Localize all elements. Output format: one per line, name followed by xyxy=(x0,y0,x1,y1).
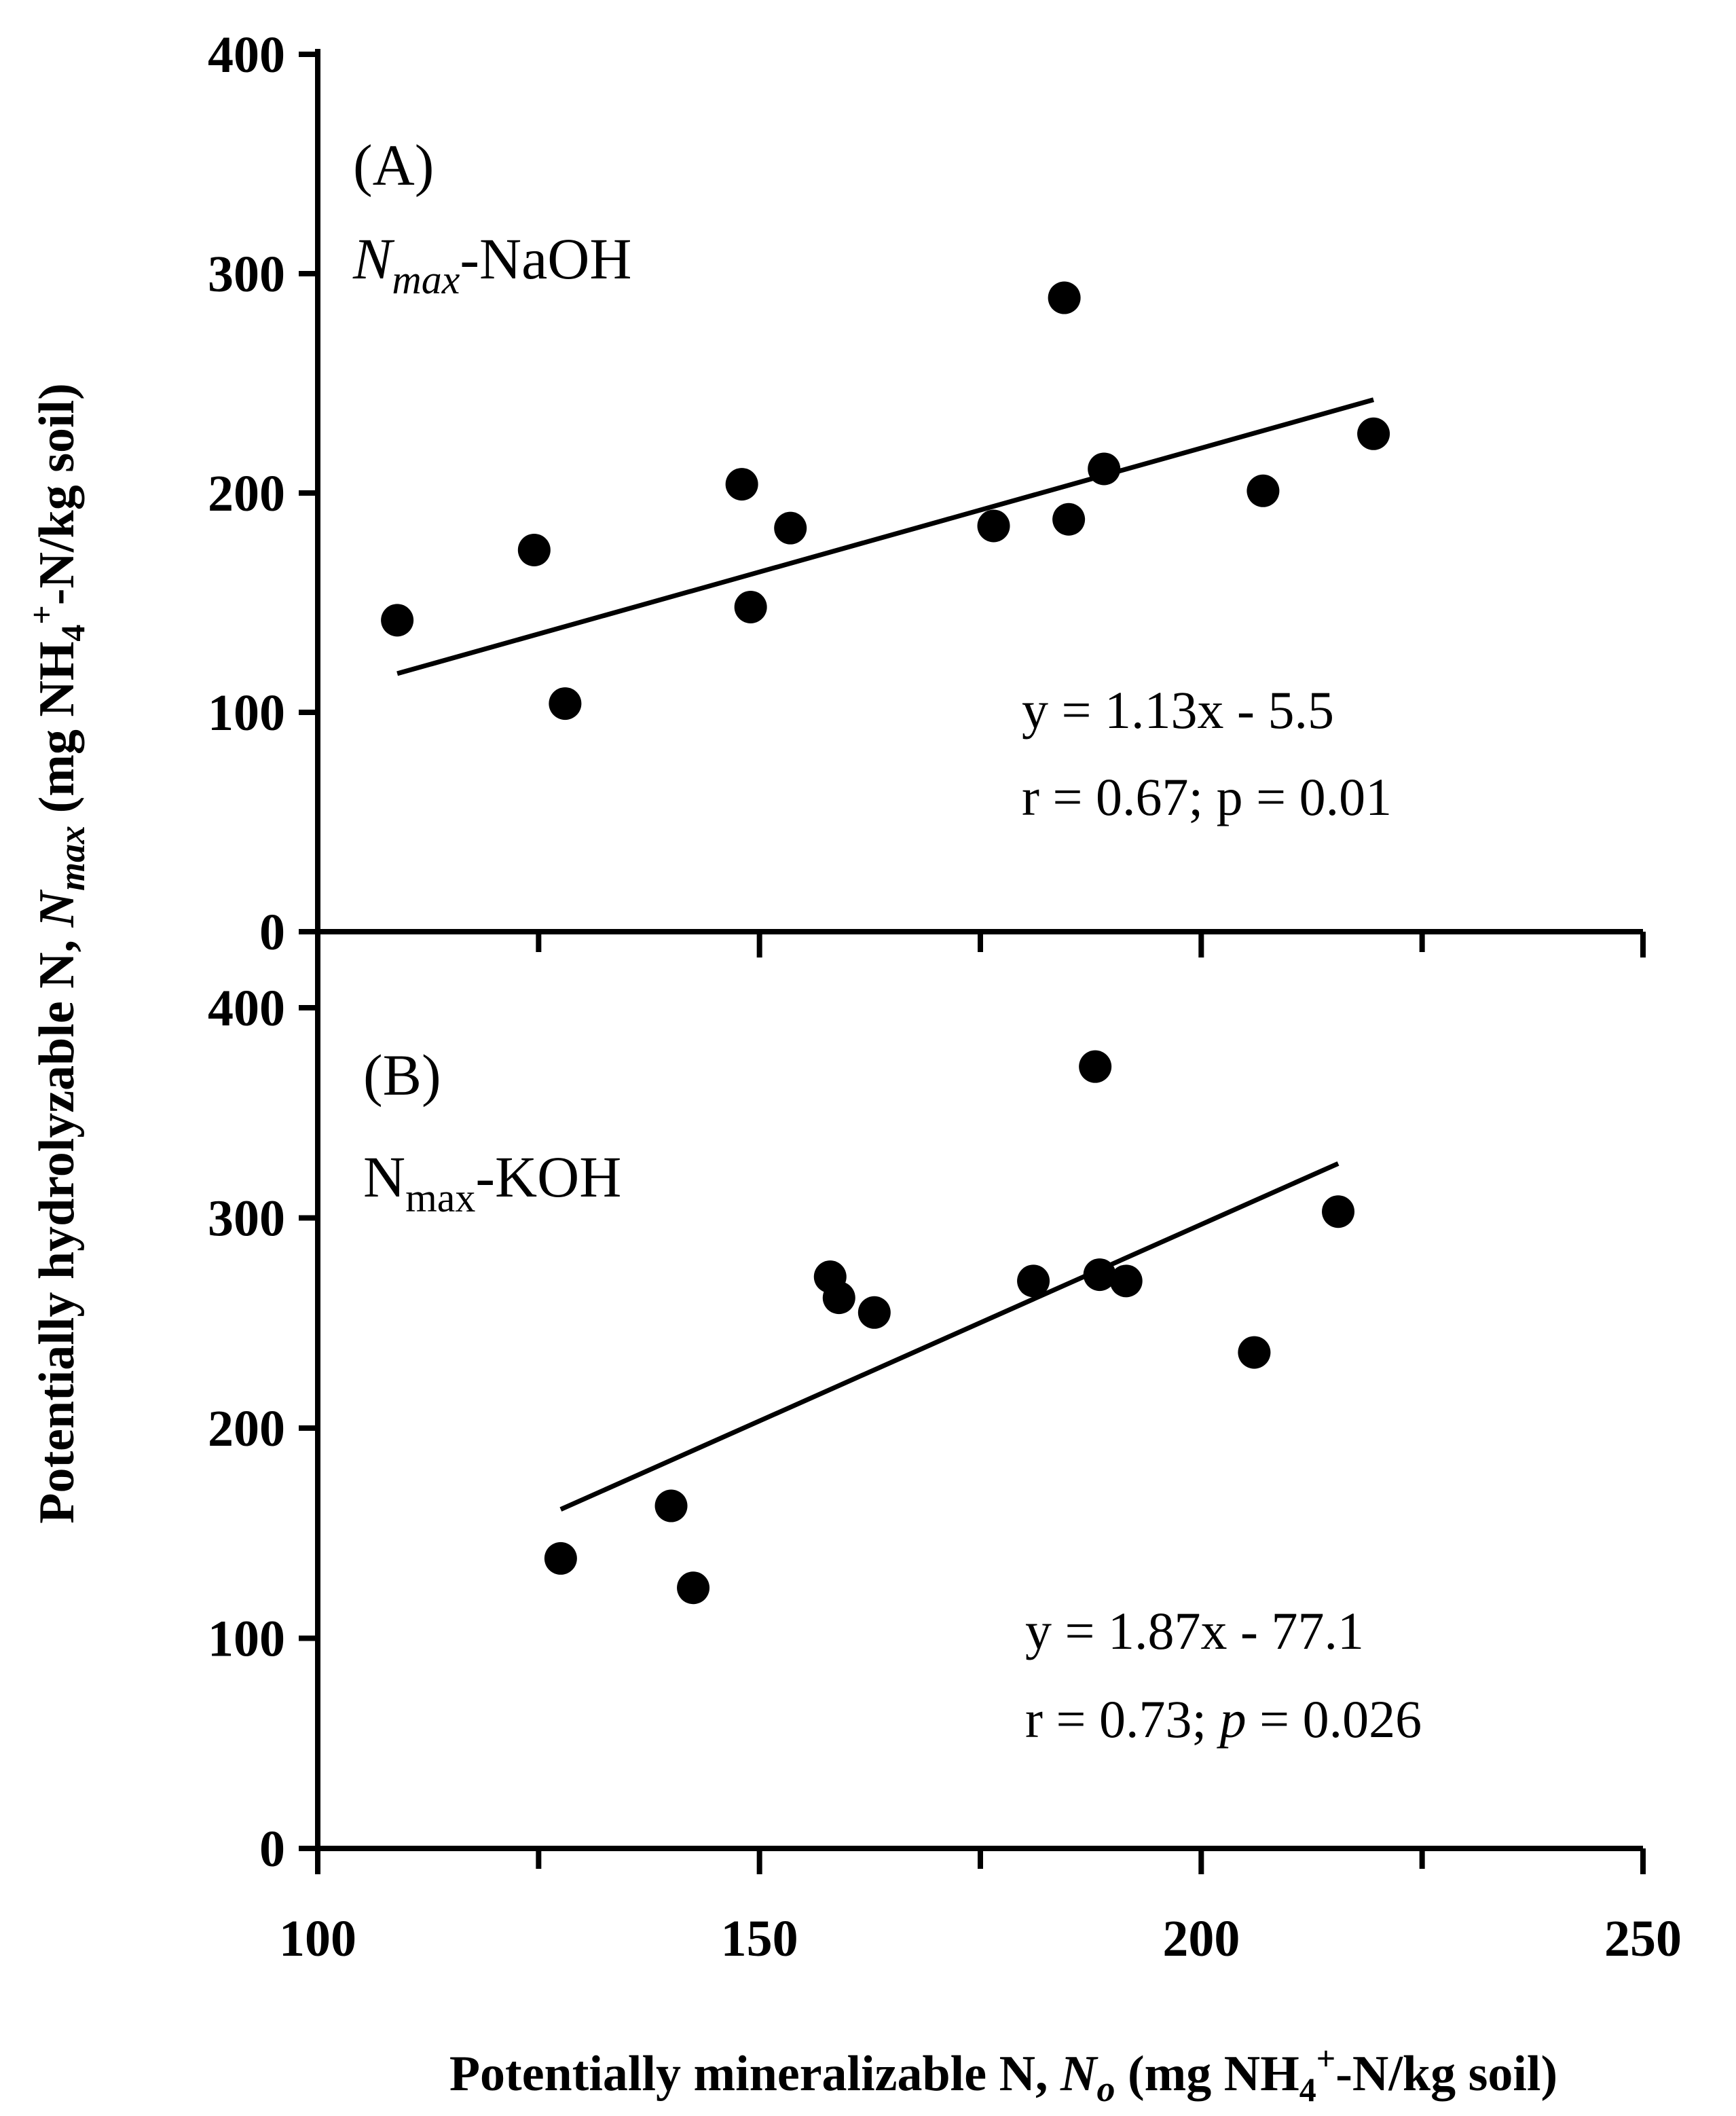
panel-a-y-tick-label: 200 xyxy=(208,465,285,522)
panel-b-points xyxy=(544,1050,1355,1605)
panel-a-data-point xyxy=(549,687,582,720)
panel-b-series-label: Nmax-KOH xyxy=(363,1144,621,1220)
panel-b-y-ticks: 0 100 200 300 400 xyxy=(208,980,318,1878)
y-title-part-6: + xyxy=(22,605,60,625)
panel-b-data-point xyxy=(677,1571,710,1605)
y-title-part-2: N xyxy=(29,889,85,928)
x-axis-title: Potentially mineralizable N, No (mg NH4+… xyxy=(449,2039,1557,2109)
panel-a-y-tick-label: 100 xyxy=(208,685,285,742)
panel-a-p-symbol: p xyxy=(1217,767,1243,826)
panel-b-p-symbol: p xyxy=(1217,1690,1246,1749)
x-tick-label: 200 xyxy=(1162,1910,1240,1967)
panel-a-data-point xyxy=(1088,452,1121,486)
panel-a-x-ticks xyxy=(315,932,1646,957)
panel-b-fit-line xyxy=(559,1161,1340,1512)
panel-a-label: (A) xyxy=(353,132,434,198)
panel-b-equation: y = 1.87x - 77.1 xyxy=(1025,1601,1364,1660)
panel-b-series-suffix: -KOH xyxy=(475,1144,621,1209)
panel-a-y-tick-label: 0 xyxy=(259,904,285,961)
panel-a-r-text: r = 0.67; xyxy=(1022,767,1217,826)
x-tick-labels: 100 150 200 250 xyxy=(279,1910,1682,1967)
panel-b-label: (B) xyxy=(363,1042,441,1108)
panel-b-y-tick-label: 0 xyxy=(259,1821,285,1878)
panel-b-y-tick-label: 400 xyxy=(208,980,285,1037)
panel-b-data-point xyxy=(822,1281,855,1315)
panel-b-stats: r = 0.73; p = 0.026 xyxy=(1025,1690,1422,1749)
panel-b-data-point xyxy=(1083,1258,1116,1292)
panel-b-y-tick-label: 200 xyxy=(208,1400,285,1457)
panel-a-data-point xyxy=(1357,417,1390,450)
x-title-part-6: + xyxy=(1316,2039,1336,2077)
x-tick-label: 250 xyxy=(1604,1910,1682,1967)
panel-a-points xyxy=(381,281,1390,720)
panel-b-data-point xyxy=(1079,1050,1112,1083)
panel-a-series-main: N xyxy=(352,226,395,291)
panel-a-series-label: Nmax-NaOH xyxy=(352,226,631,302)
x-title-part-7: -N/kg soil) xyxy=(1335,2046,1557,2102)
panel-b-data-point xyxy=(654,1489,688,1522)
x-title-part-3: o xyxy=(1096,2068,1115,2109)
panel-a-data-point xyxy=(517,533,551,566)
panel-a-y-ticks: 0 100 200 300 400 xyxy=(208,26,318,961)
panel-b-r-text: r = 0.73; xyxy=(1025,1690,1220,1749)
panel-a-data-point xyxy=(381,604,414,637)
panel-a-data-point xyxy=(1246,474,1280,507)
y-title-part-4: (mg NH xyxy=(29,642,85,826)
panel-b-x-ticks xyxy=(315,1848,1646,1874)
x-tick-label: 150 xyxy=(721,1910,798,1967)
x-title-part-2: N xyxy=(1060,2046,1098,2102)
panel-b-series-main: N xyxy=(363,1144,405,1209)
panel-b-data-point xyxy=(857,1296,891,1329)
panel-a-y-tick-label: 300 xyxy=(208,246,285,303)
panel-b-data-point xyxy=(1322,1195,1355,1228)
panel-a-data-point xyxy=(774,511,807,545)
panel-a-p-text: = 0.01 xyxy=(1243,767,1392,826)
panel-a-fit-line xyxy=(396,397,1375,676)
y-axis-title: Potentially hydrolyzable N, Nmax (mg NH4… xyxy=(22,383,92,1524)
panel-a-equation: y = 1.13x - 5.5 xyxy=(1022,680,1334,740)
panel-a: 0 100 200 300 400 (A) Nmax-NaOH y = 1.13x - … xyxy=(208,26,1646,961)
panel-b: 0 100 200 300 400 (B) Nmax-KOH y = 1.87x - 7… xyxy=(208,957,1646,1878)
x-title-part-1: Potentially mineralizable N, xyxy=(449,2046,1060,2102)
y-title-part-5: 4 xyxy=(54,625,92,642)
y-title-part-7: -N/kg soil) xyxy=(29,383,85,605)
panel-b-y-tick-label: 300 xyxy=(208,1190,285,1247)
panel-a-data-point xyxy=(734,590,767,623)
panel-a-data-point xyxy=(1052,503,1086,536)
y-title-part-3: max xyxy=(52,826,92,891)
panel-a-series-suffix: -NaOH xyxy=(460,226,631,291)
panel-b-data-point xyxy=(1109,1264,1143,1298)
panel-a-data-point xyxy=(1048,281,1081,314)
panel-b-data-point xyxy=(1017,1264,1050,1298)
panel-b-y-tick-label: 100 xyxy=(208,1611,285,1668)
y-title-part-1: Potentially hydrolyzable N, xyxy=(29,927,85,1523)
panel-a-data-point xyxy=(977,509,1010,543)
x-title-part-5: 4 xyxy=(1299,2071,1316,2109)
panel-b-p-text: = 0.026 xyxy=(1246,1690,1422,1749)
panel-a-series-sub: max xyxy=(392,257,460,302)
panel-a-stats: r = 0.67; p = 0.01 xyxy=(1022,767,1392,826)
panel-a-data-point xyxy=(725,468,758,501)
panel-b-data-point xyxy=(1238,1336,1271,1369)
x-tick-label: 100 xyxy=(279,1910,356,1967)
panel-b-series-sub: max xyxy=(405,1175,475,1220)
panel-b-data-point xyxy=(544,1542,577,1575)
panel-a-y-tick-label: 400 xyxy=(208,26,285,84)
x-title-part-4: (mg NH xyxy=(1115,2046,1299,2102)
